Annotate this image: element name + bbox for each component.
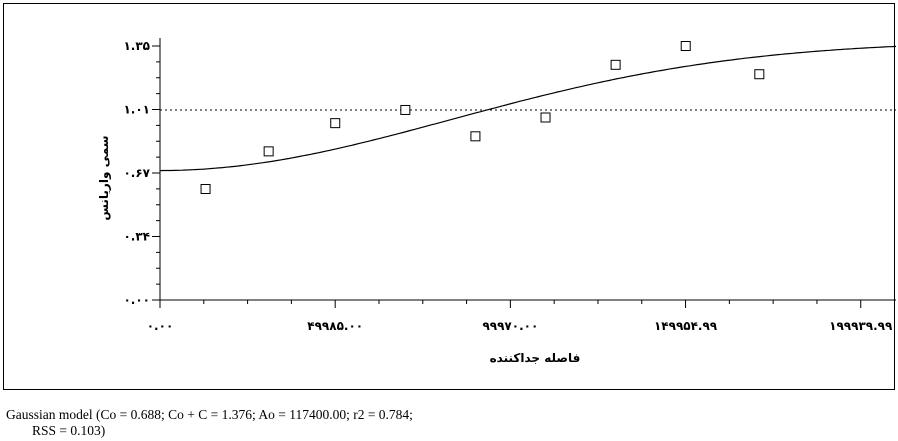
data-point: [200, 183, 211, 194]
data-point: [610, 59, 621, 70]
y-axis-title: سمی واریانس: [97, 135, 112, 220]
data-point: [754, 69, 765, 80]
axes: [159, 38, 896, 301]
caption-line-2: RSS = 0.103): [32, 423, 106, 438]
x-tick-label: ۱۴۹۹۵۴.۹۹: [654, 319, 718, 333]
model-curve: [159, 45, 897, 172]
data-point: [263, 146, 274, 157]
data-points: [200, 41, 765, 194]
data-point: [330, 118, 341, 129]
model-caption: Gaussian model (Co = 0.688; Co + C = 1.3…: [6, 407, 566, 439]
y-tick-label: ۱.۰۱: [123, 103, 150, 117]
y-tick-label: ۰.۰۰: [123, 293, 150, 307]
data-point: [680, 41, 691, 51]
tick-labels: ۰.۰۰ ۰.۳۴ ۰.۶۷ ۱.۰۱ ۱.۳۵ ۰.۰۰ ۴۹۹۸۵.۰۰ ۹۹۹۷۰.۰۰…: [123, 39, 893, 333]
x-tick-label: ۰.۰۰: [147, 319, 174, 333]
x-tick-label: ۴۹۹۸۵.۰۰: [307, 319, 363, 333]
caption-line-1: Gaussian model (Co = 0.688; Co + C = 1.3…: [6, 407, 413, 422]
y-tick-label: ۰.۶۷: [123, 166, 150, 180]
data-point: [540, 112, 551, 123]
data-point: [400, 104, 411, 115]
variogram-chart: ۰.۰۰ ۰.۳۴ ۰.۶۷ ۱.۰۱ ۱.۳۵ ۰.۰۰ ۴۹۹۸۵.۰۰ ۹۹۹۷۰.۰۰…: [97, 38, 897, 365]
y-tick-label: ۱.۳۵: [123, 39, 150, 53]
chart-frame: [3, 3, 895, 390]
tick-marks: [152, 45, 862, 308]
model-curve-layer: [159, 45, 897, 172]
x-tick-label: ۹۹۹۷۰.۰۰: [482, 319, 538, 333]
y-tick-label: ۰.۳۴: [123, 230, 150, 244]
data-point: [470, 131, 481, 142]
x-tick-label: ۱۹۹۹۳۹.۹۹: [829, 319, 893, 333]
x-axis-title: فاصله جداکننده: [490, 351, 581, 365]
